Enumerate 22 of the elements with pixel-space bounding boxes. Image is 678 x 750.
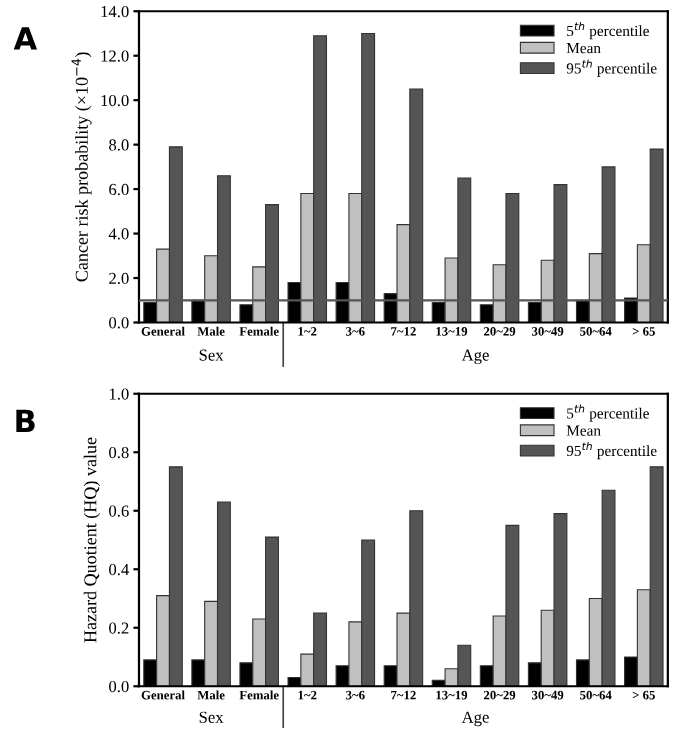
y-tick-label: 0.2 <box>109 622 129 634</box>
text: Age <box>461 349 489 365</box>
y-tick-label: 0.4 <box>109 563 130 576</box>
y-tick-label: 0.8 <box>109 446 129 459</box>
y-tick-label: 14.0 <box>101 5 129 18</box>
text: Age <box>461 711 489 727</box>
y-tick-label: 12.0 <box>101 50 129 62</box>
y-tick-label: 10.0 <box>101 94 129 107</box>
text: Sex <box>199 711 224 723</box>
y-tick-label: 0.0 <box>109 317 129 329</box>
y-axis-title: Cancer risk probability (×10$^{−4}$) <box>71 52 92 282</box>
chart-title: A <box>13 27 38 50</box>
y-tick-label: 0.6 <box>109 505 129 517</box>
y-tick-label: 8.0 <box>109 139 129 151</box>
y-tick-label: 1.0 <box>109 388 129 400</box>
y-tick-label: 6.0 <box>109 183 129 196</box>
chart-title: B <box>16 409 35 432</box>
y-axis-title: Hazard Quotient (HQ) value <box>83 437 101 643</box>
y-tick-label: 4.0 <box>108 228 129 240</box>
y-tick-label: 2.0 <box>109 272 129 285</box>
text: Sex <box>199 349 224 361</box>
y-tick-label: 0.0 <box>109 680 129 693</box>
